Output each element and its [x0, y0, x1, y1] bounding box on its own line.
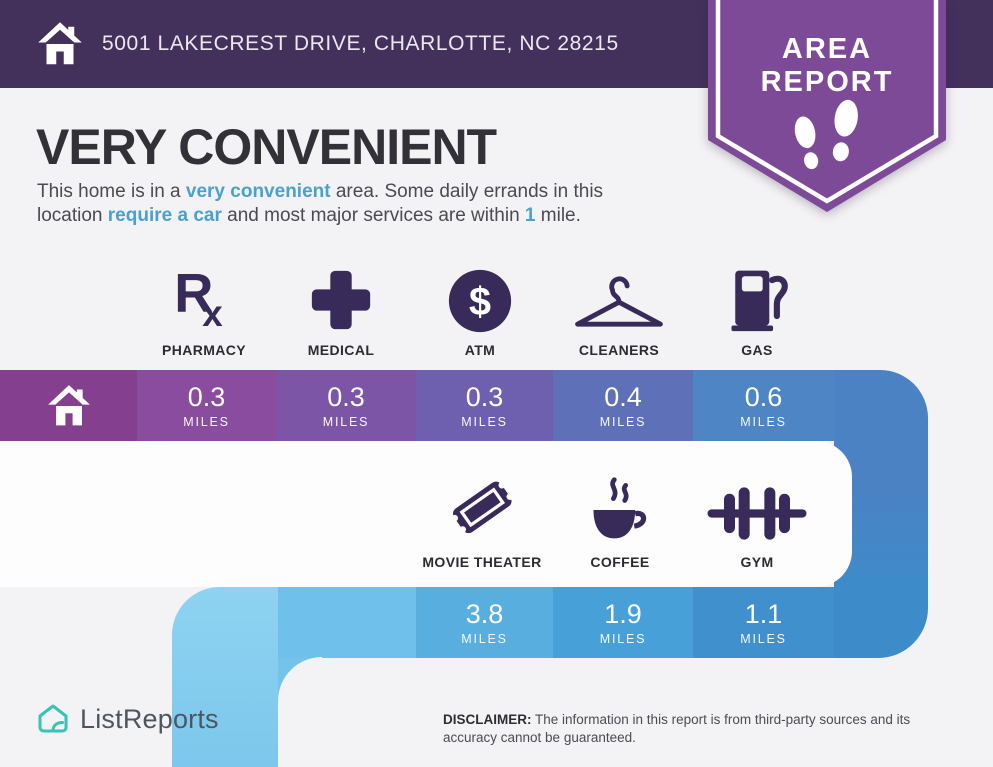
distance-cell: 0.3 MILES — [276, 370, 416, 441]
property-address: 5001 LAKECREST DRIVE, CHARLOTTE, NC 2821… — [102, 32, 619, 55]
poi-movie-theater: MOVIE THEATER — [412, 468, 552, 570]
poi-gas: GAS — [687, 256, 827, 358]
distance-unit: MILES — [461, 632, 508, 646]
distance-value: 1.9 — [604, 599, 642, 629]
distance-bar-home-cell — [0, 370, 137, 441]
distance-cell: 0.3 MILES — [416, 370, 553, 441]
poi-pharmacy: R x PHARMACY — [134, 256, 274, 358]
listreports-house-icon — [38, 704, 68, 733]
page-title: VERY CONVENIENT — [36, 119, 497, 175]
summary-text: This home is in a very convenient area. … — [37, 180, 727, 227]
rx-icon: R x — [174, 264, 223, 334]
distance-bar-segment — [278, 587, 416, 658]
poi-label: COFFEE — [590, 554, 650, 570]
distance-unit: MILES — [740, 632, 787, 646]
summary-highlight: very convenient — [185, 181, 331, 202]
disclaimer-text: The information in this report is from t… — [443, 712, 911, 745]
distance-cell: 0.3 MILES — [137, 370, 276, 441]
home-icon — [47, 384, 90, 425]
summary-highlight: 1 — [524, 204, 536, 226]
poi-label: GYM — [740, 554, 774, 570]
distance-value: 0.3 — [187, 382, 226, 412]
badge-line2: REPORT — [761, 66, 894, 98]
distance-unit: MILES — [740, 415, 787, 429]
poi-label: PHARMACY — [161, 342, 247, 358]
disclaimer-label: DISCLAIMER: — [443, 712, 532, 727]
poi-label: CLEANERS — [578, 342, 660, 358]
distance-unit: MILES — [599, 632, 647, 646]
hanger-icon — [575, 276, 663, 327]
distance-unit: MILES — [322, 415, 370, 429]
poi-label: ATM — [464, 342, 496, 358]
poi-cleaners: CLEANERS — [549, 256, 689, 358]
listreports-logo: ListReports — [36, 702, 219, 736]
distance-cell: 0.4 MILES — [553, 370, 693, 441]
badge-shape — [708, 0, 946, 212]
summary-seg: area. Some daily errands in this — [330, 181, 604, 202]
gas-pump-icon — [731, 270, 788, 332]
coffee-cup-icon — [593, 477, 647, 539]
medical-cross-icon — [311, 270, 371, 330]
distance-value: 0.3 — [465, 382, 504, 412]
distance-value: 0.6 — [744, 382, 783, 412]
badge-line1: AREA — [782, 33, 872, 65]
distance-cell: 1.1 MILES — [693, 587, 834, 658]
summary-seg: and most major services are within — [221, 204, 525, 226]
summary-seg: location — [37, 204, 108, 226]
distance-value: 0.4 — [604, 382, 642, 412]
home-icon — [38, 22, 82, 65]
distance-cell: 3.8 MILES — [416, 587, 553, 658]
distance-cell: 0.6 MILES — [693, 370, 834, 441]
summary-seg: mile. — [535, 204, 581, 226]
distance-unit: MILES — [599, 415, 647, 429]
logo-text: ListReports — [80, 703, 219, 734]
distance-cell: 1.9 MILES — [553, 587, 693, 658]
distance-unit: MILES — [183, 415, 230, 429]
distance-unit: MILES — [461, 415, 508, 429]
distance-bar-elbow — [172, 587, 278, 767]
summary-highlight: require a car — [107, 204, 222, 226]
poi-gym: GYM — [687, 468, 827, 570]
svg-text:$: $ — [469, 280, 491, 324]
poi-label: GAS — [741, 342, 773, 358]
svg-text:R: R — [174, 264, 213, 324]
area-report-badge: AREA REPORT — [708, 0, 946, 212]
distance-value: 0.3 — [327, 382, 365, 412]
poi-label: MOVIE THEATER — [422, 554, 542, 570]
poi-medical: MEDICAL — [271, 256, 411, 358]
ticket-icon — [451, 481, 514, 534]
dollar-circle-icon: $ — [448, 269, 512, 333]
distance-value: 1.1 — [744, 599, 783, 629]
disclaimer: DISCLAIMER: The information in this repo… — [443, 711, 958, 746]
footprints-icon — [794, 99, 858, 170]
poi-coffee: COFFEE — [550, 468, 690, 570]
poi-label: MEDICAL — [307, 342, 375, 358]
summary-seg: This home is in a — [37, 181, 186, 202]
distance-value: 3.8 — [465, 599, 504, 629]
dumbbell-icon — [707, 487, 807, 540]
svg-text:x: x — [202, 293, 223, 334]
poi-atm: $ ATM — [410, 256, 550, 358]
